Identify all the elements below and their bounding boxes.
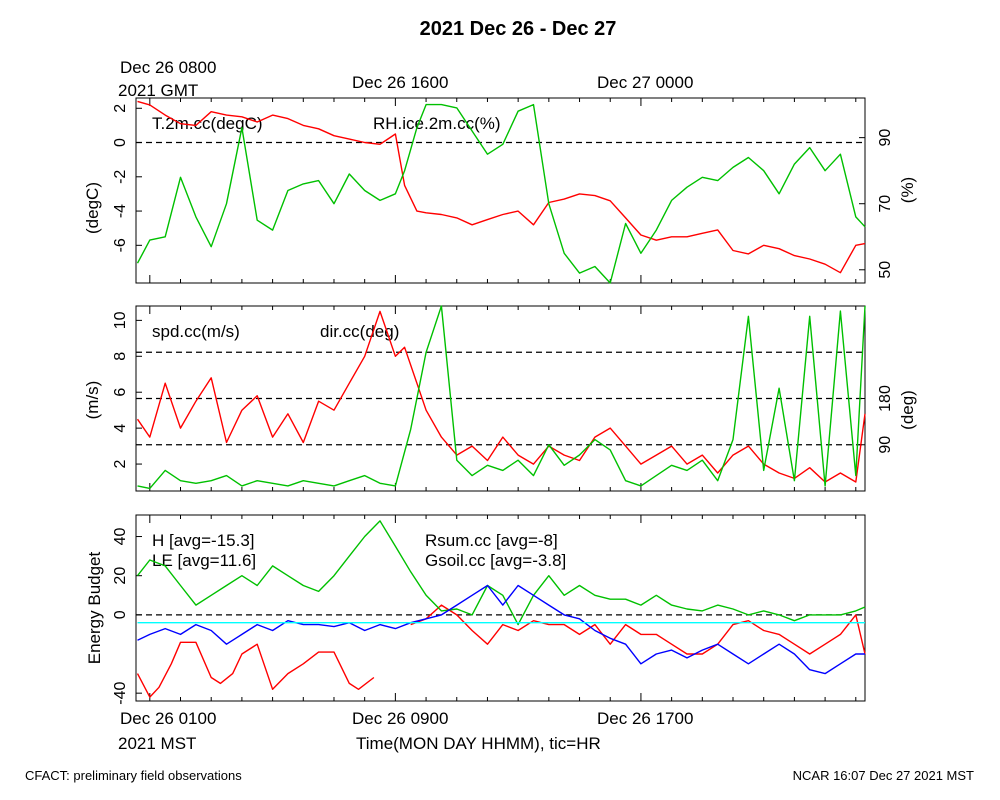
y-tick-label-left: 20: [112, 567, 129, 585]
legend-le: LE [avg=11.6]: [152, 551, 256, 570]
x-axis-title: Time(MON DAY HHMM), tic=HR: [356, 734, 601, 753]
y-tick-label-left: 8: [112, 352, 129, 361]
y-tick-label-left: -4: [112, 204, 129, 218]
top-axis-label-zone: 2021 GMT: [118, 81, 198, 100]
y-tick-label-left: 0: [112, 610, 129, 619]
legend-gsoil: Gsoil.cc [avg=-3.8]: [425, 551, 566, 570]
panel-1-right-axis-title: (%): [898, 177, 917, 203]
legend-rh-ice: RH.ice.2m.cc(%): [373, 114, 501, 133]
series-line-rh-ice-2m-cc: [136, 103, 866, 284]
bottom-axis-label-mid: Dec 26 0900: [352, 709, 448, 728]
panel-1-left-axis-title: (degC): [83, 182, 102, 234]
y-tick-label-left: -2: [112, 170, 129, 184]
y-tick-label-right: 70: [877, 195, 894, 213]
legend-wind-direction: dir.cc(deg): [320, 322, 399, 341]
y-tick-label-right: 50: [877, 261, 894, 279]
panel-3-left-axis-title: Energy Budget: [85, 551, 104, 664]
chart-title: 2021 Dec 26 - Dec 27: [420, 18, 617, 40]
panel-temperature-rh: (degC) (%) T.2m.cc(degC) RH.ice.2m.cc(%)…: [83, 97, 917, 284]
bottom-axis-label-end: Dec 26 1700: [597, 709, 693, 728]
legend-rsum: Rsum.cc [avg=-8]: [425, 531, 558, 550]
footer-note: CFACT: preliminary field observations: [25, 768, 242, 783]
series-line-h: [410, 604, 866, 655]
top-axis-label-mid: Dec 26 1600: [352, 73, 448, 92]
series-line-spd-cc-m-s: [136, 310, 866, 483]
y-tick-label-left: 2: [112, 460, 129, 469]
series-line-rsum-cc: [137, 584, 865, 675]
panel-wind: (m/s) (deg) spd.cc(m/s) dir.cc(deg) 10 8 6…: [83, 305, 917, 492]
footer-stamp: NCAR 16:07 Dec 27 2021 MST: [793, 768, 974, 783]
panel-2-right-axis-title: (deg): [898, 390, 917, 430]
panel-3-frame: [135, 514, 866, 702]
legend-h: H [avg=-15.3]: [152, 531, 255, 550]
y-tick-label-left: 10: [112, 311, 129, 329]
top-axis-label-start: Dec 26 0800: [120, 58, 216, 77]
y-tick-label-left: 2: [112, 104, 129, 113]
series-line-h: [136, 641, 375, 698]
panel-2-left-axis-title: (m/s): [83, 381, 102, 420]
legend-temperature: T.2m.cc(degC): [152, 114, 263, 133]
y-tick-label-left: 6: [112, 388, 129, 397]
y-tick-label-right: 90: [877, 436, 894, 454]
series-line-t-2m-cc-degc: [137, 100, 866, 274]
panel-1-frame: [135, 97, 866, 284]
series-line-le: [136, 520, 866, 626]
series-line-dir-cc-deg: [137, 305, 866, 490]
y-tick-label-left: -40: [112, 682, 129, 705]
y-tick-label-right: 180: [877, 385, 894, 412]
panel-energy-budget: Energy Budget H [avg=-15.3] LE [avg=11.6…: [85, 514, 866, 705]
bottom-axis-label-start: Dec 26 0100: [120, 709, 216, 728]
top-axis-label-end: Dec 27 0000: [597, 73, 693, 92]
legend-wind-speed: spd.cc(m/s): [152, 322, 240, 341]
bottom-axis-label-zone: 2021 MST: [118, 734, 196, 753]
y-tick-label-right: 90: [877, 129, 894, 147]
y-tick-label-left: 0: [112, 138, 129, 147]
y-tick-label-left: 4: [112, 424, 129, 433]
y-tick-label-left: -6: [112, 238, 129, 252]
y-tick-label-left: 40: [112, 528, 129, 546]
